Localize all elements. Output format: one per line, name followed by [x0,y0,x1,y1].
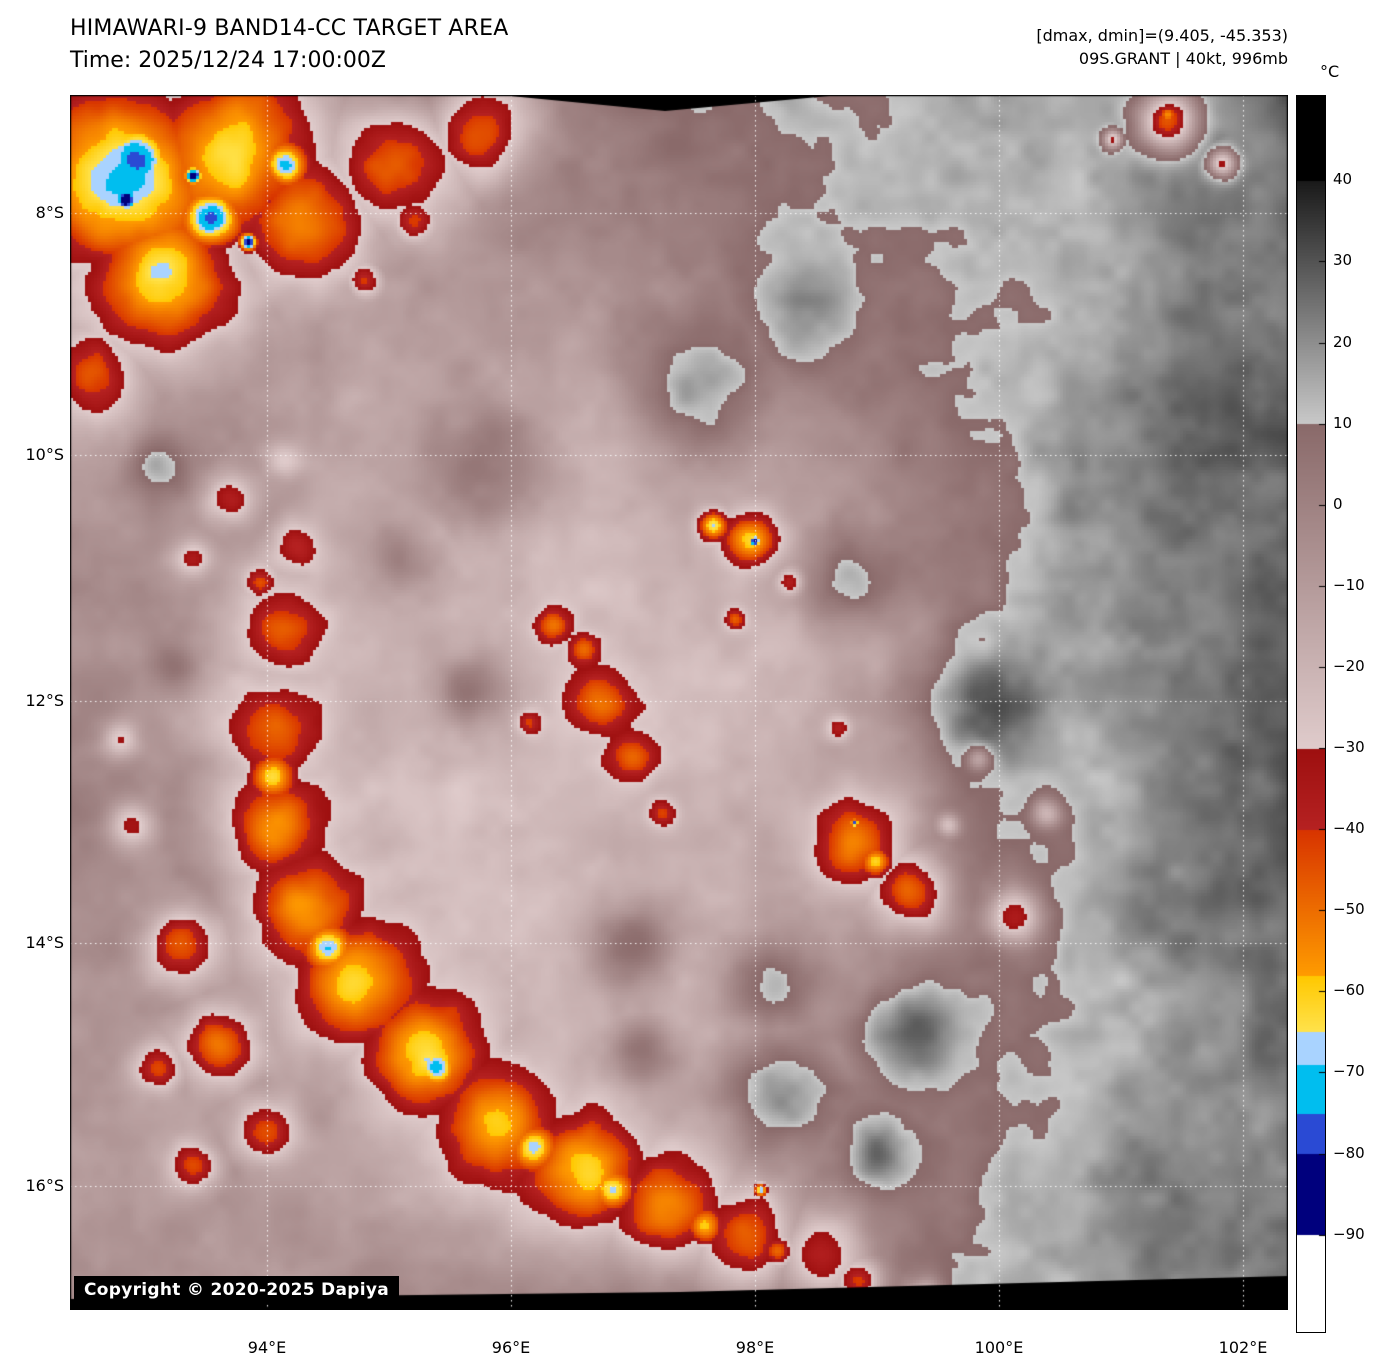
colorbar-tick-label: −60 [1333,981,1365,999]
colorbar-tick-label: −90 [1333,1225,1365,1243]
x-axis-tick-label: 102°E [1218,1338,1268,1357]
colorbar-tick-label: −80 [1333,1144,1365,1162]
y-axis-tick-label: 10°S [25,445,64,464]
satellite-imagery-canvas [70,95,1288,1310]
x-axis-tick-label: 96°E [491,1338,531,1357]
page-title: HIMAWARI-9 BAND14-CC TARGET AREA [70,16,509,41]
timestamp-label: Time: 2025/12/24 17:00:00Z [70,48,386,73]
colorbar-tick-label: 40 [1333,170,1353,188]
y-axis-tick-label: 16°S [25,1176,64,1195]
x-axis-tick-label: 100°E [974,1338,1024,1357]
dmax-dmin-readout: [dmax, dmin]=(9.405, -45.353) [1036,26,1288,45]
colorbar-tick-label: 30 [1333,251,1353,269]
colorbar-unit-label: °C [1320,62,1340,81]
colorbar-tick-label: −40 [1333,819,1365,837]
storm-info-label: 09S.GRANT | 40kt, 996mb [1078,49,1288,68]
colorbar-tick-label: 0 [1333,495,1343,513]
colorbar-tick-label: −30 [1333,738,1365,756]
copyright-label: Copyright © 2020-2025 Dapiya [74,1276,399,1304]
y-axis-tick-label: 14°S [25,933,64,952]
colorbar-canvas [1296,95,1326,1333]
colorbar-tick-label: 20 [1333,333,1353,351]
y-axis-tick-label: 12°S [25,691,64,710]
x-axis-tick-label: 94°E [247,1338,287,1357]
colorbar-tick-label: 10 [1333,414,1353,432]
colorbar-tick-label: −20 [1333,657,1365,675]
colorbar-tick-label: −10 [1333,576,1365,594]
colorbar-tick-label: −70 [1333,1062,1365,1080]
colorbar-tick-label: −50 [1333,900,1365,918]
x-axis-tick-label: 98°E [735,1338,775,1357]
y-axis-tick-label: 8°S [35,203,64,222]
